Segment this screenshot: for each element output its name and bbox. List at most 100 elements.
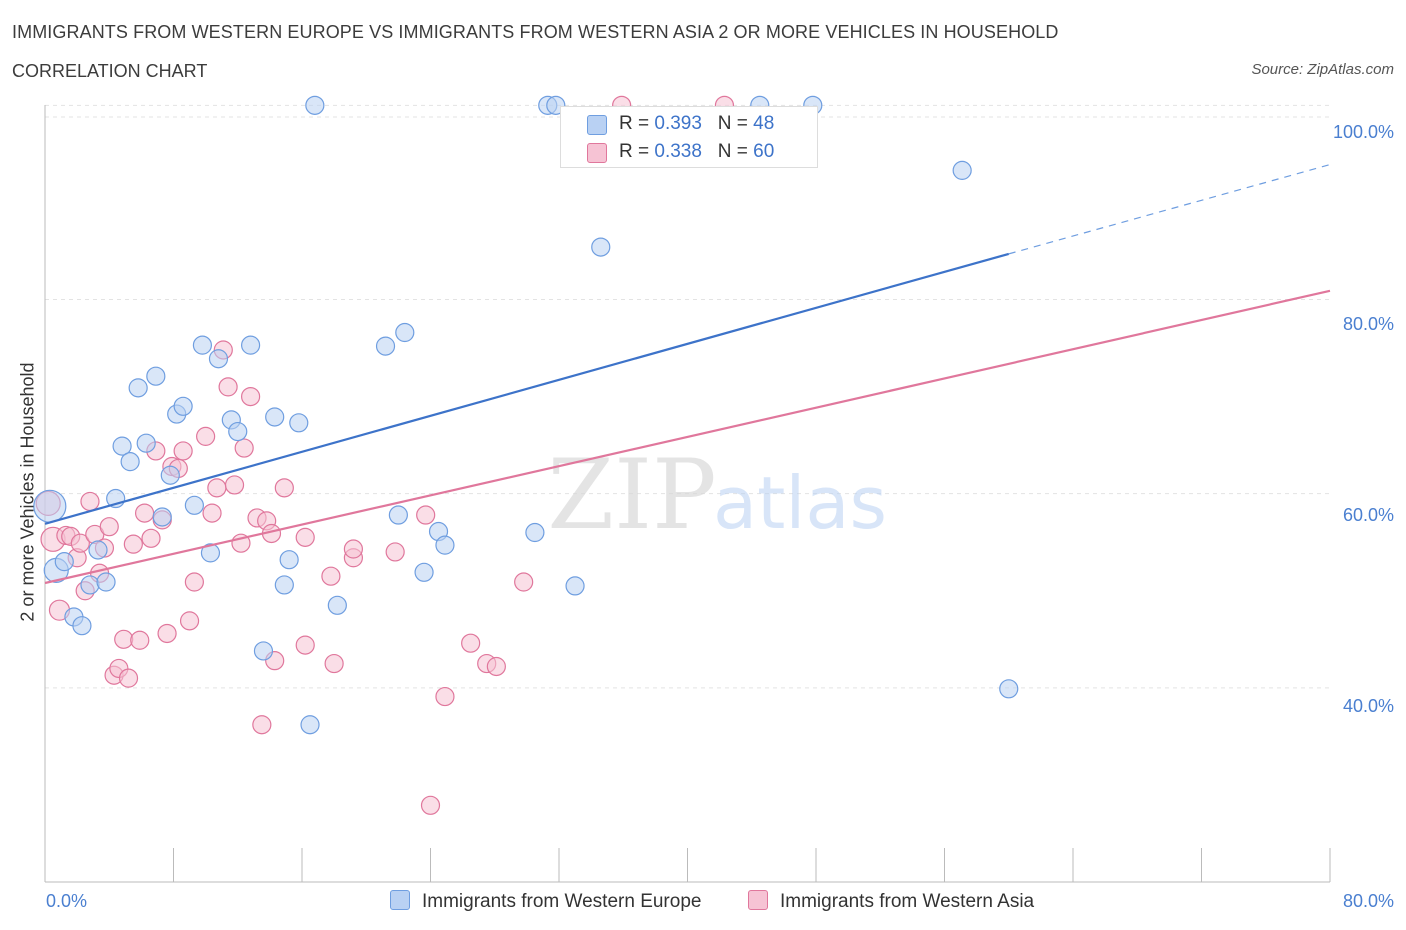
point-asia-19	[134, 503, 155, 523]
stats-legend: R = 0.393 N = 48 R = 0.338 N = 60	[560, 106, 818, 168]
point-europe-47	[999, 679, 1019, 699]
point-asia-39	[252, 715, 272, 735]
point-asia-52	[420, 795, 441, 815]
point-asia-12	[99, 517, 119, 537]
series-western-europe-points	[33, 95, 1019, 735]
point-asia-31	[207, 478, 227, 498]
legend-label-asia: Immigrants from Western Asia	[780, 891, 1035, 912]
point-europe-12	[136, 433, 156, 453]
point-asia-8	[80, 491, 100, 512]
point-asia-44	[295, 635, 315, 655]
x-tick-label-min: 0.0%	[46, 891, 88, 911]
point-europe-29	[289, 413, 309, 433]
point-asia-56	[486, 656, 506, 677]
point-europe-35	[395, 322, 415, 343]
point-europe-0	[33, 489, 67, 523]
point-asia-45	[295, 527, 315, 547]
point-europe-32	[327, 595, 347, 615]
point-asia-26	[173, 441, 193, 461]
point-asia-30	[202, 503, 222, 523]
legend-n-europe: 48	[753, 113, 775, 134]
point-asia-20	[141, 528, 161, 548]
point-europe-10	[120, 452, 140, 472]
legend-swatch-asia	[587, 143, 607, 163]
point-asia-6	[70, 533, 90, 553]
y-axis-label: 2 or more Vehicles in Household	[17, 362, 38, 622]
legend-r-europe: 0.393	[654, 113, 702, 134]
point-europe-39	[525, 522, 545, 543]
point-europe-5	[80, 575, 100, 595]
point-europe-25	[253, 641, 274, 661]
point-europe-13	[146, 366, 166, 386]
legend-item-europe: Immigrants from Western Europe	[390, 890, 701, 913]
point-asia-37	[241, 386, 261, 407]
point-europe-14	[152, 507, 172, 527]
watermark-atlas: atlas	[713, 461, 887, 545]
point-asia-36	[234, 438, 254, 458]
axes	[44, 105, 1331, 883]
point-asia-49	[343, 539, 363, 559]
point-asia-34	[224, 475, 245, 495]
point-europe-26	[265, 407, 285, 427]
point-asia-51	[416, 505, 436, 525]
y-tick-label-100: 100.0%	[1332, 122, 1394, 142]
point-europe-19	[192, 335, 213, 355]
point-asia-18	[130, 630, 150, 650]
trend-lines	[44, 163, 1331, 585]
chart-subtitle: CORRELATION CHART	[12, 61, 208, 81]
point-asia-29	[196, 426, 216, 446]
point-asia-50	[385, 542, 405, 562]
point-asia-54	[461, 633, 481, 653]
legend-n-asia: 60	[753, 141, 775, 162]
point-asia-27	[179, 611, 200, 631]
trend-line-asia	[44, 289, 1331, 585]
point-europe-2	[54, 552, 74, 572]
point-asia-15	[114, 629, 134, 649]
point-europe-34	[388, 505, 408, 525]
trend-line-europe-extension	[1008, 163, 1331, 255]
series-western-asia-points	[35, 95, 735, 815]
legend-row-europe: R = 0.393 N = 48	[619, 113, 775, 134]
point-asia-17	[123, 534, 143, 554]
legend-r-asia: 0.338	[654, 141, 702, 162]
chart-title: IMMIGRANTS FROM WESTERN EUROPE VS IMMIGR…	[12, 22, 1059, 42]
point-europe-15	[160, 465, 180, 485]
point-europe-31	[305, 95, 325, 115]
trend-line-europe	[44, 252, 1010, 525]
gridlines	[45, 104, 1330, 689]
point-europe-18	[184, 495, 204, 515]
point-asia-57	[514, 572, 534, 592]
legend-swatch-europe	[587, 115, 607, 135]
point-europe-30	[300, 715, 320, 735]
chart-source: Source: ZipAtlas.com	[1251, 61, 1394, 78]
point-asia-43	[274, 478, 294, 498]
point-europe-6	[88, 540, 108, 560]
point-europe-28	[279, 550, 299, 570]
point-europe-27	[274, 575, 294, 595]
point-europe-36	[414, 562, 434, 582]
point-asia-46	[321, 566, 341, 586]
y-tick-label-80: 80.0%	[1342, 314, 1394, 334]
y-tick-label-40: 40.0%	[1342, 696, 1394, 716]
point-europe-43	[591, 237, 611, 257]
point-europe-20	[200, 543, 221, 563]
point-asia-23	[157, 623, 177, 644]
point-europe-21	[208, 349, 229, 369]
legend-label-europe: Immigrants from Western Europe	[422, 891, 702, 912]
point-europe-17	[173, 396, 193, 416]
legend-box-europe	[390, 890, 410, 910]
point-europe-33	[375, 336, 396, 356]
point-europe-7	[96, 572, 116, 592]
point-asia-28	[184, 572, 204, 592]
x-tick-label-max: 80.0%	[1342, 891, 1394, 911]
point-europe-23	[228, 421, 248, 442]
y-tick-label-60: 60.0%	[1342, 505, 1394, 525]
watermark-zip: ZIP	[547, 439, 716, 551]
legend-item-asia: Immigrants from Western Asia	[748, 890, 1034, 913]
point-asia-47	[324, 653, 344, 674]
point-europe-24	[241, 335, 261, 355]
point-asia-16	[118, 668, 139, 688]
point-asia-33	[218, 377, 238, 397]
point-europe-9	[112, 436, 132, 456]
